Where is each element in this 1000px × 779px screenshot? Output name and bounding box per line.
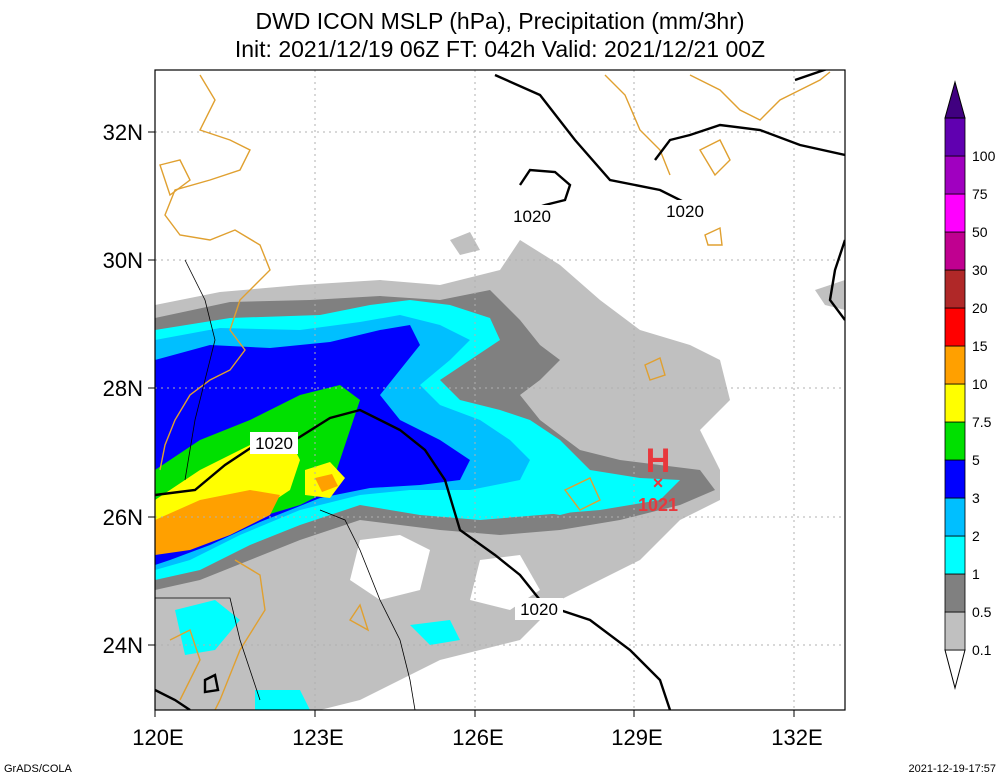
colorbar-label: 7.5 — [972, 414, 992, 430]
precip-0.1-region-north — [450, 232, 480, 255]
colorbar-label: 0.5 — [972, 604, 992, 620]
lat-labels: 32N 30N 28N 26N 24N — [103, 120, 143, 658]
colorbar-label: 0.1 — [972, 642, 992, 658]
footer-left: GrADS/COLA — [4, 763, 72, 775]
lat-label: 26N — [103, 505, 143, 530]
lon-label: 132E — [771, 725, 822, 750]
precip-10-region — [155, 490, 280, 555]
colorbar-label: 5 — [972, 452, 980, 468]
lon-label: 129E — [611, 725, 662, 750]
colorbar-bottom-arrow — [944, 649, 966, 690]
isobar-label: 1020 — [520, 600, 558, 619]
map-frame — [154, 69, 846, 711]
isobar-label: 1020 — [513, 207, 551, 226]
isobar-1020-sw — [203, 673, 220, 694]
colorbar: 0.1 0.5 1 2 3 5 7.5 10 15 20 30 50 75 100 — [944, 80, 996, 690]
colorbar-segment — [944, 231, 966, 271]
footer-right: 2021-12-19-17:57 — [908, 763, 996, 775]
colorbar-top-arrow — [944, 80, 966, 119]
borders — [155, 259, 416, 710]
dry-area-1 — [350, 535, 430, 600]
colorbar-label: 1 — [972, 566, 980, 582]
colorbar-segment — [944, 117, 966, 157]
isobar-1020-ne2 — [654, 123, 845, 161]
dry-area-2 — [470, 555, 540, 610]
lat-label: 24N — [103, 633, 143, 658]
colorbar-label: 50 — [972, 224, 988, 240]
precip-cell-south — [410, 620, 460, 645]
colorbar-segment — [944, 611, 966, 651]
lon-label: 120E — [132, 725, 183, 750]
colorbar-segment — [944, 459, 966, 499]
colorbar-label: 30 — [972, 262, 988, 278]
chart-title: DWD ICON MSLP (hPa), Precipitation (mm/3… — [255, 8, 745, 34]
isobar-1020-sw2 — [155, 688, 191, 710]
colorbar-segment — [944, 383, 966, 423]
colorbar-label: 10 — [972, 376, 988, 392]
colorbar-label: 100 — [972, 148, 996, 164]
colorbar-label: 2 — [972, 528, 980, 544]
colorbar-label: 20 — [972, 300, 988, 316]
isobar-label: 1020 — [255, 434, 293, 453]
isobar-1020-east — [828, 239, 845, 321]
precip-cell-taiwan — [175, 600, 240, 655]
cross-icon: × — [653, 473, 664, 493]
colorbar-label: 75 — [972, 186, 988, 202]
colorbar-segment — [944, 421, 966, 461]
colorbar-segment — [944, 155, 966, 195]
isobar-label: 1020 — [666, 202, 704, 221]
colorbar-segment — [944, 269, 966, 309]
lat-ticks — [148, 131, 795, 717]
precip-cell-sw — [255, 690, 310, 710]
high-value: 1021 — [638, 495, 678, 515]
lon-label: 126E — [452, 725, 503, 750]
colorbar-segment — [944, 193, 966, 233]
lat-label: 28N — [103, 376, 143, 401]
lon-labels: 120E 123E 126E 129E 132E — [132, 725, 822, 750]
precip-cell-okinawa — [530, 485, 650, 515]
lat-label: 30N — [103, 248, 143, 273]
colorbar-segment — [944, 345, 966, 385]
colorbar-label: 15 — [972, 338, 988, 354]
colorbar-segment — [944, 497, 966, 537]
isobar-label-group: 1020 1020 1020 1020 — [250, 200, 708, 620]
precip-10-region-2 — [315, 474, 338, 492]
high-pressure-center: H × 1021 — [638, 442, 678, 515]
colorbar-segment — [944, 573, 966, 613]
lon-label: 123E — [292, 725, 343, 750]
coastlines — [159, 71, 831, 710]
colorbar-label: 3 — [972, 490, 980, 506]
isobar-1020-ne3 — [794, 70, 828, 82]
colorbar-segment — [944, 535, 966, 575]
lat-label: 32N — [103, 120, 143, 145]
high-symbol: H — [646, 442, 671, 480]
chart-subtitle: Init: 2021/12/19 06Z FT: 042h Valid: 202… — [234, 36, 766, 62]
colorbar-segment — [944, 307, 966, 347]
